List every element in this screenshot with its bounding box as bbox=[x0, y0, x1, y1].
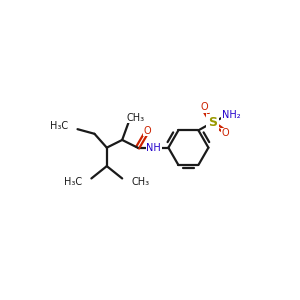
Text: NH: NH bbox=[146, 143, 161, 153]
Text: CH₃: CH₃ bbox=[127, 112, 145, 123]
Text: NH₂: NH₂ bbox=[222, 110, 241, 120]
Text: CH₃: CH₃ bbox=[131, 177, 149, 187]
Text: S: S bbox=[208, 116, 217, 129]
Text: O: O bbox=[201, 102, 208, 112]
Text: H₃C: H₃C bbox=[50, 121, 68, 131]
Text: O: O bbox=[144, 126, 152, 136]
Text: O: O bbox=[221, 128, 229, 138]
Text: H₃C: H₃C bbox=[64, 177, 82, 187]
